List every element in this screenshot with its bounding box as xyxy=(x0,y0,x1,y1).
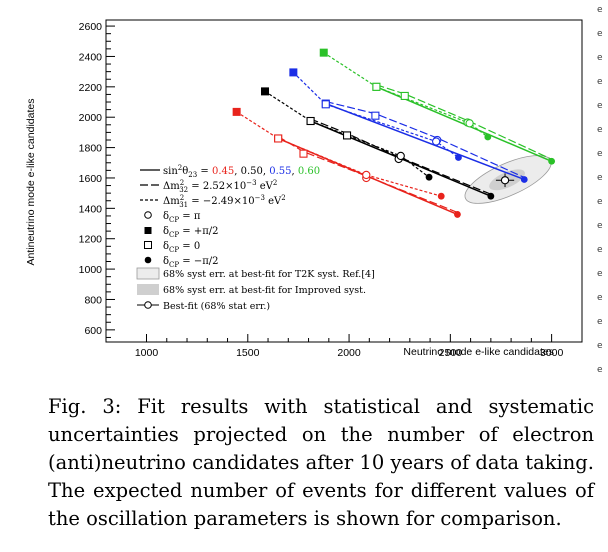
legend-open-square-marker xyxy=(144,241,152,249)
svg-text:e: e xyxy=(597,365,603,375)
y-tick-label: 2200 xyxy=(79,82,103,94)
legend-filled-square-marker xyxy=(144,227,152,234)
marker-dcp-pi xyxy=(432,137,441,146)
y-tick-label: 1800 xyxy=(79,143,103,155)
svg-text:e: e xyxy=(597,5,603,15)
marker-dcp-minus-half-pi xyxy=(520,176,528,183)
marker-dcp-zero xyxy=(342,131,352,140)
legend-syst-t2k-swatch xyxy=(136,267,160,280)
svg-text:e: e xyxy=(597,53,603,63)
marker-dcp-minus-half-pi xyxy=(425,173,433,181)
legend-syst-t2k-label: 68% syst err. at best-fit for T2K syst. … xyxy=(163,269,375,280)
legend-dcp-zero-label: δCP = 0 xyxy=(163,241,200,254)
legend-dcp-pi-label: δCP = π xyxy=(163,211,201,224)
svg-text:e: e xyxy=(597,125,603,135)
svg-text:e: e xyxy=(597,77,603,87)
series-line-solid xyxy=(325,102,525,181)
marker-dcp-pi xyxy=(362,170,371,180)
legend-sin-value-red: 0.45 xyxy=(212,166,234,177)
legend-sin-label: sin2θ23 = 0.45, 0.50, 0.55, 0.60 xyxy=(163,164,320,179)
legend-syst-improved-swatch xyxy=(137,284,159,295)
legend-bestfit-marker xyxy=(144,301,152,309)
marker-dcp-minus-half-pi xyxy=(487,192,495,200)
svg-text:e: e xyxy=(597,101,603,111)
marker-dcp-pi xyxy=(465,119,474,128)
marker-dcp-zero xyxy=(371,111,380,120)
marker-dcp-plus-half-pi xyxy=(261,87,270,96)
page-edge-marks: e e e e e e e e e e e e e e e e xyxy=(597,5,603,375)
x-tick-label: 1000 xyxy=(135,347,159,359)
legend-dm31-label: Δm2 31 = −2.49×10−3 eV2 xyxy=(163,194,286,209)
y-tick-label: 1000 xyxy=(79,264,103,276)
x-tick-label: 3000 xyxy=(540,347,564,359)
x-tick-label: 2000 xyxy=(337,347,361,359)
x-tick-label: 1500 xyxy=(236,347,260,359)
axes: 1000 1500 2000 2500 3000 600 800 1000 1200 1400 16… xyxy=(79,21,564,359)
y-axis-label: Antineutrino mode e-like candidates xyxy=(25,99,37,266)
marker-dcp-zero xyxy=(274,134,283,143)
y-tick-label: 2600 xyxy=(79,21,103,33)
legend-dcp-minus-half-pi-label: δCP = −π/2 xyxy=(163,256,219,269)
legend-sin-value-green: 0.60 xyxy=(298,166,320,177)
marker-dcp-zero xyxy=(400,91,409,100)
y-tick-label: 1400 xyxy=(79,203,103,215)
marker-dcp-minus-half-pi xyxy=(455,154,462,161)
svg-text:e: e xyxy=(597,341,603,351)
y-tick-label: 1600 xyxy=(79,173,103,185)
marker-dcp-zero xyxy=(306,116,315,126)
marker-dcp-minus-half-pi xyxy=(454,211,461,218)
series-line-long-dash xyxy=(376,84,552,160)
figure-chart: 1000 1500 2000 2500 3000 600 800 1000 1200 1400 16… xyxy=(25,19,583,359)
series-line-short-dash xyxy=(264,90,430,178)
svg-text:e: e xyxy=(597,197,603,207)
svg-text:e: e xyxy=(597,149,603,159)
best-fit-point xyxy=(495,173,515,188)
legend-syst-improved-label: 68% syst err. at best-fit for Improved s… xyxy=(163,285,366,296)
legend-sin-value-black: 0.50 xyxy=(241,166,263,177)
legend-sin-value-blue: 0.55 xyxy=(269,166,291,177)
series-markers xyxy=(232,48,556,218)
y-tick-label: 2000 xyxy=(79,112,103,124)
marker-dcp-plus-half-pi xyxy=(319,48,328,57)
svg-text:e: e xyxy=(597,293,603,303)
series-line-short-dash xyxy=(292,71,459,158)
svg-text:e: e xyxy=(597,29,603,39)
svg-text:e: e xyxy=(597,269,603,279)
series-line-long-dash xyxy=(325,100,525,179)
legend-dm32-label: Δm2 32 = 2.52×10−3 eV2 xyxy=(163,179,277,194)
series-line-short-dash xyxy=(323,52,489,138)
y-tick-label: 2400 xyxy=(79,51,103,63)
marker-dcp-minus-half-pi xyxy=(484,133,492,141)
svg-text:e: e xyxy=(597,245,603,255)
legend: sin2θ23 = 0.45, 0.50, 0.55, 0.60 Δm2 32 =… xyxy=(136,164,375,312)
marker-dcp-plus-half-pi xyxy=(232,107,241,116)
svg-text:e: e xyxy=(597,173,603,183)
legend-open-circle-marker xyxy=(144,211,152,219)
figure-caption: Fig. 3: Fit results with statistical and… xyxy=(48,395,594,530)
x-axis-label: Neutrino mode e-like candidates xyxy=(403,346,554,358)
best-fit-marker xyxy=(500,176,510,185)
legend-bestfit-label: Best-fit (68% stat err.) xyxy=(163,301,270,312)
marker-dcp-minus-half-pi xyxy=(437,192,445,200)
y-tick-label: 600 xyxy=(84,325,102,337)
marker-dcp-zero xyxy=(321,100,330,109)
legend-dcp-plus-half-pi-label: δCP = +π/2 xyxy=(163,226,219,239)
marker-dcp-plus-half-pi xyxy=(289,68,298,77)
series-line-short-dash xyxy=(236,111,442,197)
marker-dcp-zero xyxy=(372,82,381,91)
y-tick-label: 1200 xyxy=(79,234,103,246)
svg-text:e: e xyxy=(597,317,603,327)
marker-dcp-zero xyxy=(299,149,308,158)
x-tick-label: 2500 xyxy=(439,347,463,359)
svg-text:e: e xyxy=(597,221,603,231)
marker-dcp-minus-half-pi xyxy=(548,157,556,165)
series-line-long-dash xyxy=(277,135,458,213)
marker-dcp-pi xyxy=(396,151,405,161)
y-tick-label: 800 xyxy=(84,294,102,306)
legend-filled-circle-marker xyxy=(144,256,152,264)
